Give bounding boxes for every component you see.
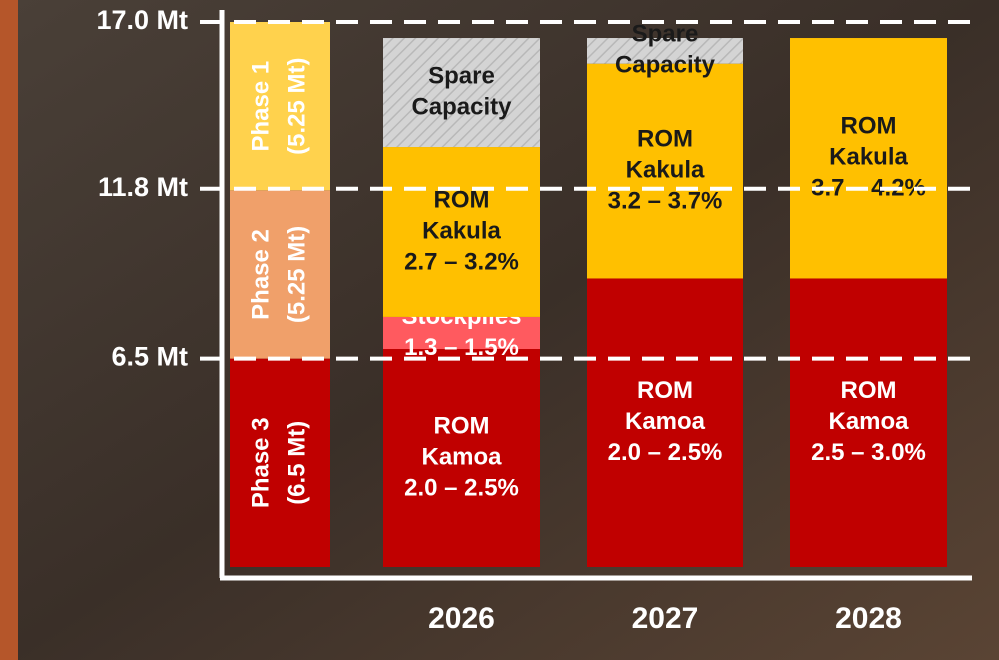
chart: Phase 3 (6.5 Mt) Phase 2 (5.25 Mt) Phase 1 (5… — [0, 0, 999, 660]
segment-label: ROM — [434, 412, 490, 439]
bar-segment — [230, 359, 330, 567]
segment-label: ROM — [841, 113, 897, 140]
segment-label: Kamoa — [828, 408, 909, 435]
y-tick-label: 17.0 Mt — [96, 5, 188, 35]
segment-label: Phase 1 — [247, 61, 274, 152]
segment-label: Kakula — [829, 144, 908, 171]
segment-label: (5.25 Mt) — [283, 57, 310, 154]
segment-label: (5.25 Mt) — [283, 226, 310, 323]
segment-label: ROM — [637, 377, 693, 404]
segment-label: Phase 2 — [247, 229, 274, 320]
segment-label: Spare — [632, 21, 699, 48]
y-tick-label: 11.8 Mt — [98, 172, 188, 202]
page: Phase 3 (6.5 Mt) Phase 2 (5.25 Mt) Phase 1 (5… — [0, 0, 999, 660]
segment-label: Capacity — [411, 93, 512, 120]
segment-label: 2.5 – 3.0% — [811, 439, 926, 466]
segment-label: 2.7 – 3.2% — [404, 248, 519, 275]
segment-label: ROM — [841, 377, 897, 404]
side-strip — [0, 0, 18, 660]
bar-segment — [230, 22, 330, 190]
segment-label: Kakula — [626, 156, 705, 183]
x-tick-label: 2027 — [632, 602, 699, 635]
segment-label: Phase 3 — [247, 417, 274, 508]
segment-label: 2.0 – 2.5% — [404, 474, 519, 501]
bar-segment — [230, 190, 330, 358]
segment-label: 3.2 – 3.7% — [608, 187, 723, 214]
x-tick-label: 2028 — [835, 602, 902, 635]
x-tick-label: 2026 — [428, 602, 495, 635]
y-tick-label: 6.5 Mt — [111, 342, 188, 372]
segment-label: (6.5 Mt) — [283, 421, 310, 505]
segment-label: Kamoa — [421, 443, 502, 470]
segment-label: Kakula — [422, 217, 501, 244]
segment-label: ROM — [637, 125, 693, 152]
segment-label: Spare — [428, 62, 495, 89]
segment-label: Capacity — [615, 52, 716, 79]
segment-label: 2.0 – 2.5% — [608, 439, 723, 466]
segment-label: Kamoa — [625, 408, 706, 435]
